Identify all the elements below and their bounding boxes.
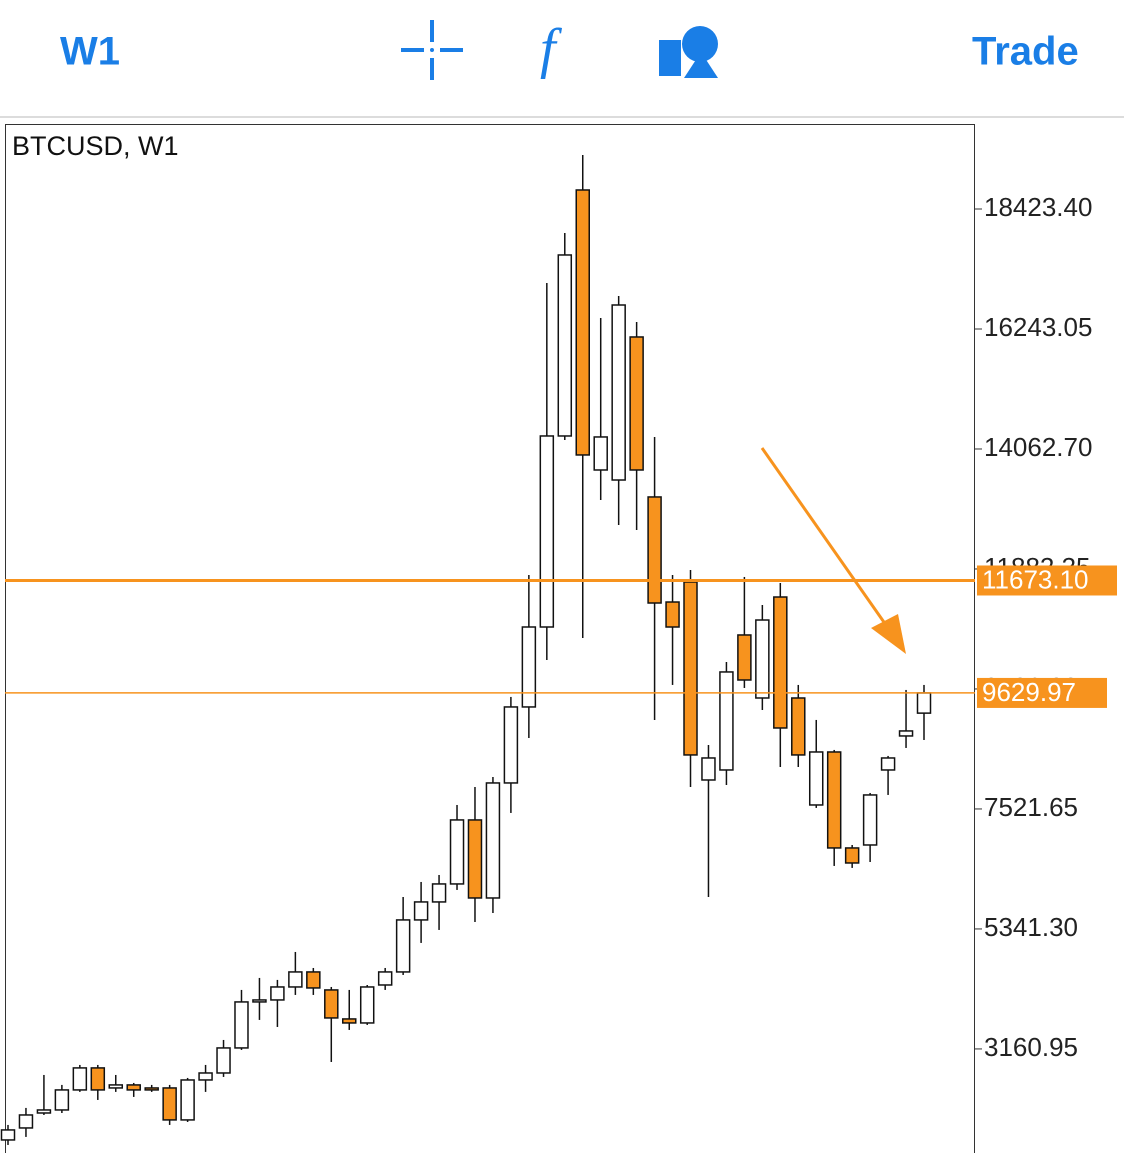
candle-body: [737, 634, 752, 681]
y-tick-label: 18423.40: [984, 192, 1092, 222]
candle-body: [467, 819, 483, 899]
candle-body: [252, 999, 267, 1003]
candle-body: [916, 692, 932, 714]
candle-body: [755, 619, 770, 699]
candle-body: [377, 971, 393, 986]
candle-body: [449, 819, 465, 885]
candle-body: [395, 919, 411, 973]
annotation-arrow: [760, 447, 902, 646]
y-tick-label: 16243.05: [984, 312, 1092, 342]
candle-body: [90, 1067, 106, 1091]
candle-body: [719, 671, 734, 771]
price-tag-label: 9629.97: [982, 677, 1076, 707]
price-tag: [977, 677, 1107, 708]
candle-body: [413, 901, 429, 921]
candle-body: [144, 1087, 159, 1091]
candle-body: [503, 706, 519, 784]
candle-body: [593, 436, 608, 471]
y-tick-label: 5341.30: [984, 912, 1078, 942]
candle-body: [485, 782, 501, 899]
y-tick-label: 7521.65: [984, 792, 1078, 822]
candle-body: [359, 986, 375, 1024]
candle-body: [629, 336, 644, 471]
price-tag: [977, 565, 1117, 596]
candle-body: [701, 757, 716, 781]
toolbar: [0, 0, 1124, 117]
price-tag-label: 11673.10: [982, 564, 1089, 594]
candle-body: [665, 601, 680, 628]
candle-body: [844, 847, 860, 864]
chart-title: BTCUSD, W1: [12, 131, 179, 161]
y-tick-label: 14062.70: [984, 432, 1092, 462]
candle-body: [216, 1047, 231, 1074]
candle-body: [431, 883, 447, 903]
timeframe-button[interactable]: W1: [60, 30, 120, 74]
y-tick-label: 3160.95: [984, 1032, 1078, 1062]
candle-body: [575, 189, 590, 456]
candle-body: [234, 1001, 249, 1049]
candle-body: [270, 986, 285, 1001]
candle-body: [108, 1084, 124, 1089]
candle-body: [521, 626, 537, 708]
candle-body: [539, 435, 555, 628]
candle-body: [288, 971, 303, 988]
candle-body: [198, 1072, 213, 1081]
crosshair-icon[interactable]: [401, 20, 463, 80]
candle-body: [54, 1089, 70, 1111]
candle-body: [683, 581, 698, 756]
annotation-arrowhead: [871, 614, 906, 654]
candle-body: [72, 1067, 88, 1091]
candle-body: [791, 697, 806, 756]
candle-body: [126, 1084, 141, 1091]
candle-body: [306, 971, 321, 989]
candle-body: [36, 1109, 52, 1114]
candle-body: [808, 751, 824, 806]
candle-body: [611, 304, 626, 481]
candle-body: [180, 1079, 195, 1121]
candle-body: [324, 989, 339, 1019]
candle-body: [557, 254, 573, 437]
candle-body: [0, 1129, 16, 1141]
candle-body: [647, 496, 662, 604]
candle-body: [342, 1018, 357, 1024]
candle-body: [18, 1114, 34, 1129]
candle-body: [880, 757, 896, 771]
candle-body: [162, 1087, 177, 1121]
candle-body: [826, 751, 842, 849]
candle-body: [898, 730, 914, 737]
candle-body: [862, 794, 878, 846]
candle-body: [773, 596, 788, 729]
objects-icon[interactable]: [659, 26, 718, 78]
plot-frame: [5, 124, 975, 1158]
trade-button[interactable]: Trade: [972, 30, 1079, 74]
